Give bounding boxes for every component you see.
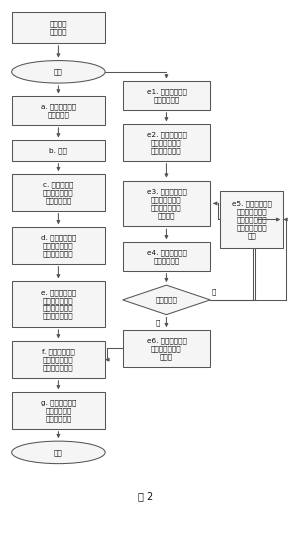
Bar: [12, 281, 105, 327]
Text: 结束: 结束: [54, 449, 63, 456]
Text: e4. 大数据感应器
作用于显示器: e4. 大数据感应器 作用于显示器: [147, 249, 186, 264]
Text: e2. 车辆行驶传感
器将数据转至大
数据采集导入器: e2. 车辆行驶传感 器将数据转至大 数据采集导入器: [147, 131, 186, 154]
Text: e1. 系统运行，传
感器采集数据: e1. 系统运行，传 感器采集数据: [147, 88, 186, 103]
Bar: [220, 191, 283, 248]
Bar: [12, 392, 105, 429]
Text: c. 设定测试状
态，选择地区特
征和路面特征: c. 设定测试状 态，选择地区特 征和路面特征: [43, 181, 74, 204]
Ellipse shape: [12, 441, 105, 464]
Ellipse shape: [12, 61, 105, 83]
Text: e. 进入待测路段
后，大致保持匀
速状态检测，开
始连续检测触点: e. 进入待测路段 后，大致保持匀 速状态检测，开 始连续检测触点: [41, 289, 76, 319]
Bar: [123, 81, 210, 110]
Bar: [12, 12, 105, 43]
Text: e5. 校正器发生作
用，使进程回到
存储器再次作用
于大数据采集导
入器: e5. 校正器发生作 用，使进程回到 存储器再次作用 于大数据采集导 入器: [232, 200, 272, 239]
Text: f. 检测完毕后，
驶出待测路段停
止数据采集存储: f. 检测完毕后， 驶出待测路段停 止数据采集存储: [42, 348, 75, 371]
Text: 图 2: 图 2: [138, 491, 154, 501]
Bar: [12, 96, 105, 125]
Bar: [123, 124, 210, 161]
Bar: [12, 140, 105, 161]
Text: e6. 路面摩擦系数
最终取値，进入
存储器: e6. 路面摩擦系数 最终取値，进入 存储器: [147, 337, 186, 360]
Text: 是: 是: [156, 319, 160, 326]
Text: a. 安装本发明系
统后、预热: a. 安装本发明系 统后、预热: [41, 103, 76, 118]
Bar: [123, 181, 210, 226]
Polygon shape: [123, 285, 210, 315]
Text: d. 进入待测路段
前，以一定车速
沿行车轨迁驶入: d. 进入待测路段 前，以一定车速 沿行车轨迁驶入: [41, 234, 76, 257]
Bar: [12, 341, 105, 378]
Text: g. 检查数据库的
完整性和正常
性，否则重测: g. 检查数据库的 完整性和正常 性，否则重测: [41, 399, 76, 422]
Text: 偏差满足？: 偏差满足？: [156, 296, 177, 303]
Text: b. 预旋: b. 预旋: [49, 147, 67, 154]
Bar: [12, 174, 105, 211]
Text: 开始前的
准备工作: 开始前的 准备工作: [50, 20, 67, 34]
Bar: [123, 242, 210, 271]
Text: 否: 否: [212, 288, 216, 295]
Bar: [12, 227, 105, 264]
Text: 开始: 开始: [54, 69, 63, 75]
Text: e3. 大数据采集导
入器触发存储器
的数据到达大数
据感应器: e3. 大数据采集导 入器触发存储器 的数据到达大数 据感应器: [147, 188, 186, 219]
Bar: [123, 330, 210, 367]
